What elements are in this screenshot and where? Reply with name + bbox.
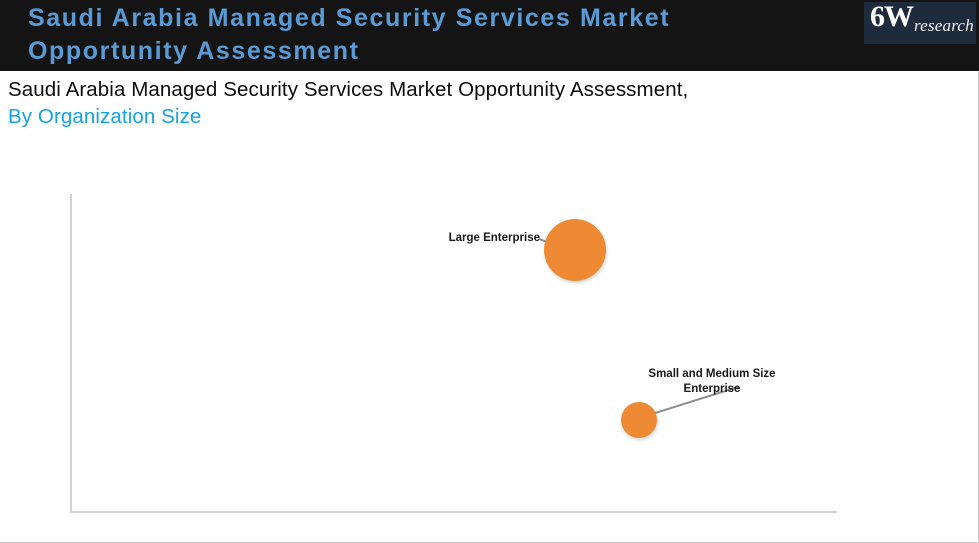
bubble-label-large-enterprise: Large Enterprise <box>448 232 540 244</box>
bubble-label-small-medium-enterprise: Small and Medium Size Enterprise <box>648 368 776 395</box>
brand-logo-main-text: 6W <box>870 2 914 33</box>
x-axis-line <box>70 511 837 513</box>
brand-logo: 6W research <box>864 2 976 44</box>
y-axis-line <box>70 194 72 512</box>
header-banner: Saudi Arabia Managed Security Services M… <box>0 0 979 71</box>
chart-title: Saudi Arabia Managed Security Services M… <box>8 76 948 130</box>
chart-title-line-2: By Organization Size <box>8 105 202 128</box>
bubble-small-medium-enterprise[interactable] <box>621 402 657 438</box>
bubble-large-enterprise[interactable] <box>544 219 606 281</box>
header-title: Saudi Arabia Managed Security Services M… <box>28 4 671 65</box>
brand-logo-sub-text: research <box>914 16 974 35</box>
chart-title-line-1: Saudi Arabia Managed Security Services M… <box>8 78 689 101</box>
